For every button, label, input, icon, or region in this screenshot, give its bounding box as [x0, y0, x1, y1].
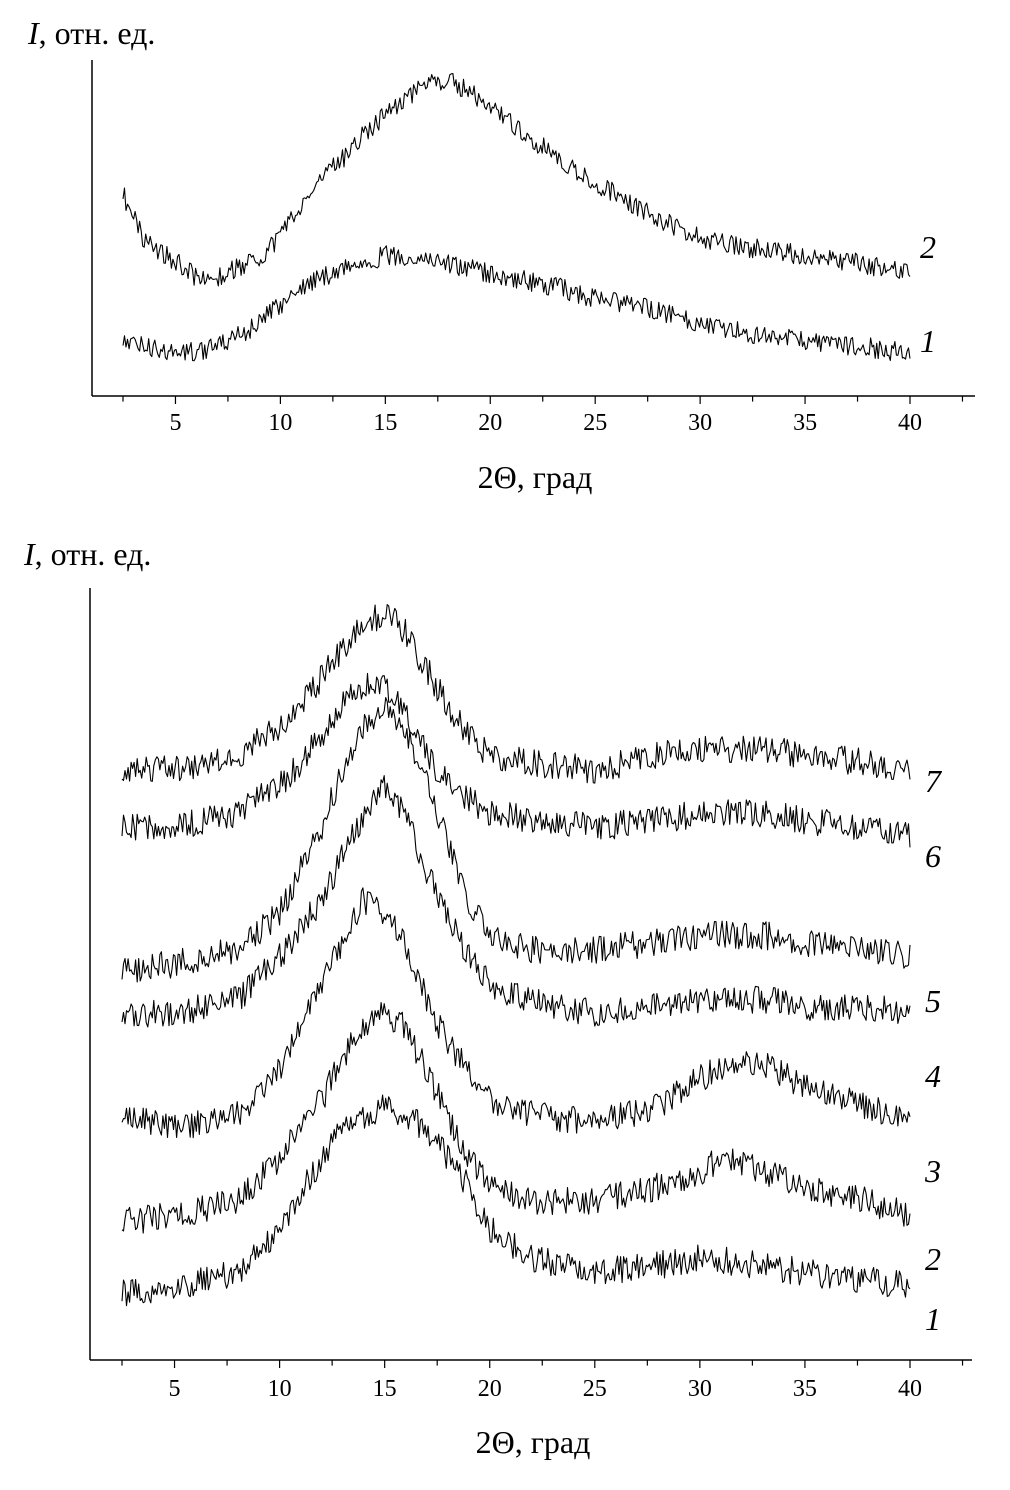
x-tick-label-15: 15 [373, 1376, 397, 1402]
bottom-chart-panel: I, отн. ед. 2Θ, град 5 10 15 20 25 30 35 40 123… [23, 536, 972, 1460]
x-tick-label-5: 5 [169, 410, 181, 436]
bottom-chart-ylabel: I, отн. ед. [23, 536, 151, 572]
x-tick-label-35: 35 [793, 1376, 817, 1402]
series-2-label: 2 [925, 1241, 941, 1277]
series-3-label: 3 [924, 1153, 941, 1189]
x-tick-label-15: 15 [373, 410, 397, 436]
series-1-label: 1 [920, 323, 936, 359]
series-5-line [121, 697, 911, 983]
series-7-line [121, 604, 911, 784]
top-chart-ylabel: I, отн. ед. [27, 15, 155, 51]
series-1-line [122, 245, 911, 362]
x-tick-label-10: 10 [268, 410, 292, 436]
x-tick-label-40: 40 [898, 1376, 922, 1402]
series-6-line [121, 672, 911, 848]
series-5-label: 5 [925, 983, 941, 1019]
x-tick-label-25: 25 [583, 1376, 607, 1402]
top-chart-series-labels: 12 [920, 229, 936, 359]
series-4-line [121, 775, 911, 1028]
x-tick-label-35: 35 [793, 410, 817, 436]
bottom-chart-xlabel: 2Θ, град [476, 1424, 591, 1460]
top-chart-xlabel: 2Θ, град [478, 459, 593, 495]
x-tick-label-10: 10 [268, 1376, 292, 1402]
series-6-label: 6 [925, 838, 941, 874]
x-tick-label-20: 20 [478, 1376, 502, 1402]
series-1-label: 1 [925, 1301, 941, 1337]
top-chart-panel: I, отн. ед. 2Θ, град 5 10 15 20 25 30 35 40 12 [27, 15, 975, 495]
x-tick-label-25: 25 [583, 410, 607, 436]
x-tick-label-5: 5 [169, 1376, 181, 1402]
series-4-label: 4 [925, 1058, 941, 1094]
top-chart-ticks: 5 10 15 20 25 30 35 40 [122, 396, 964, 436]
bottom-chart-ticks: 5 10 15 20 25 30 35 40 [121, 1360, 964, 1402]
series-3-line [121, 887, 911, 1139]
series-2-line [122, 72, 911, 287]
x-tick-label-20: 20 [478, 410, 502, 436]
bottom-chart-series-labels: 1 2 3 4 5 6 7 [924, 763, 943, 1337]
top-chart-traces [122, 72, 911, 362]
series-2-label: 2 [920, 229, 936, 265]
x-tick-label-30: 30 [688, 410, 712, 436]
series-1-line [121, 1094, 911, 1307]
bottom-chart-traces [121, 604, 911, 1307]
series-2-line [121, 1001, 911, 1234]
series-7-label: 7 [925, 763, 943, 799]
x-tick-label-40: 40 [898, 410, 922, 436]
x-tick-label-30: 30 [688, 1376, 712, 1402]
